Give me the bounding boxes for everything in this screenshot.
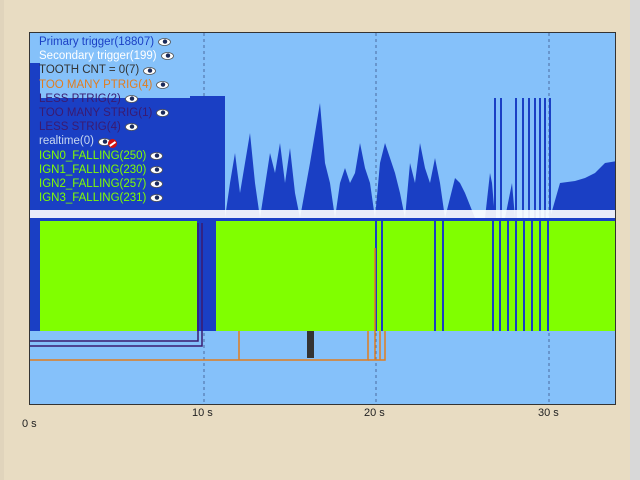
legend-label: IGN2_FALLING(257) bbox=[39, 178, 147, 191]
legend-label: IGN3_FALLING(231) bbox=[39, 192, 147, 205]
legend-label: Primary trigger(18807) bbox=[39, 36, 155, 48]
x-tick-0: 0 s bbox=[22, 418, 37, 430]
legend-item[interactable]: LESS PTRIG(2) bbox=[39, 92, 174, 106]
legend-item[interactable]: realtime(0) bbox=[39, 134, 174, 149]
eye-icon[interactable] bbox=[124, 123, 138, 132]
eye-icon[interactable] bbox=[156, 109, 170, 118]
x-tick-20: 20 s bbox=[364, 407, 385, 419]
legend-item[interactable]: TOO MANY STRIG(1) bbox=[39, 106, 174, 120]
x-tick-30: 30 s bbox=[538, 407, 559, 419]
legend-label: TOO MANY STRIG(1) bbox=[39, 107, 153, 120]
legend-item[interactable]: Secondary trigger(199) bbox=[39, 49, 174, 63]
hidden-badge-icon bbox=[107, 139, 117, 149]
legend-label: IGN1_FALLING(230) bbox=[39, 163, 147, 176]
legend-item[interactable]: TOOTH CNT = 0(7) bbox=[39, 63, 174, 77]
right-scroll-strip[interactable] bbox=[630, 0, 640, 480]
legend-item[interactable]: TOO MANY PTRIG(4) bbox=[39, 78, 174, 92]
eye-icon[interactable] bbox=[150, 166, 164, 174]
legend-label: IGN0_FALLING(250) bbox=[39, 149, 147, 162]
ign-gaps bbox=[375, 221, 549, 331]
eye-icon[interactable] bbox=[150, 180, 164, 189]
legend-item[interactable]: IGN1_FALLING(230) bbox=[39, 163, 174, 177]
legend-label: LESS PTRIG(2) bbox=[39, 92, 121, 105]
trace-canvas bbox=[30, 33, 615, 404]
legend-item[interactable]: IGN2_FALLING(257) bbox=[39, 177, 174, 191]
tooth-cnt-trace bbox=[307, 331, 314, 358]
logic-analyzer-plot[interactable] bbox=[29, 32, 616, 405]
legend: Primary trigger(18807) Secondary trigger(… bbox=[39, 35, 174, 205]
legend-item[interactable]: LESS STRIG(4) bbox=[39, 120, 174, 134]
less-ptrig-trace bbox=[30, 223, 203, 347]
eye-icon[interactable] bbox=[158, 38, 171, 46]
eye-icon[interactable] bbox=[150, 151, 164, 160]
eye-icon[interactable] bbox=[150, 194, 164, 203]
eye-icon[interactable] bbox=[143, 66, 157, 75]
legend-label: TOO MANY PTRIG(4) bbox=[39, 78, 153, 91]
eye-icon[interactable] bbox=[160, 52, 174, 61]
legend-label: LESS STRIG(4) bbox=[39, 121, 121, 134]
x-tick-10: 10 s bbox=[192, 407, 213, 419]
ign-falling-trace bbox=[40, 221, 615, 331]
left-window-edge bbox=[0, 0, 4, 480]
legend-label: TOOTH CNT = 0(7) bbox=[39, 64, 140, 77]
eye-icon[interactable] bbox=[124, 95, 138, 103]
legend-label: Secondary trigger(199) bbox=[39, 50, 157, 63]
secondary-trigger-trace bbox=[30, 210, 615, 218]
legend-item[interactable]: IGN0_FALLING(250) bbox=[39, 149, 174, 163]
too-many-ptrig-trace bbox=[30, 248, 386, 361]
eye-icon[interactable] bbox=[156, 80, 170, 89]
legend-item[interactable]: Primary trigger(18807) bbox=[39, 35, 174, 49]
legend-item[interactable]: IGN3_FALLING(231) bbox=[39, 191, 174, 205]
legend-label: realtime(0) bbox=[39, 135, 94, 148]
